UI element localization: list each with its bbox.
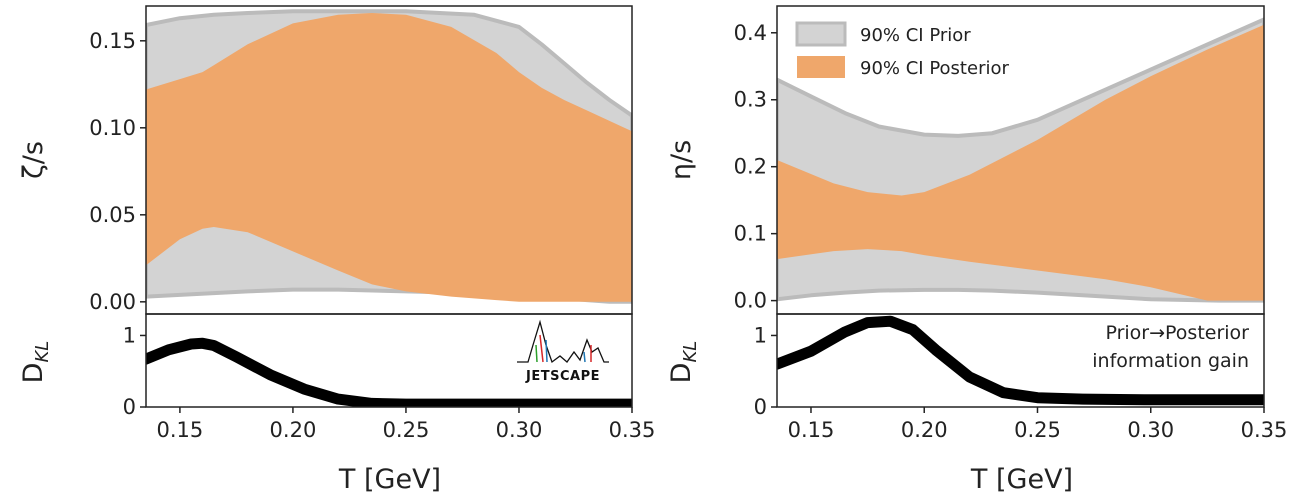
logo-red-line <box>539 334 544 363</box>
plot-area-right-top <box>777 17 1264 303</box>
jetscape-logo: JETSCAPE <box>517 319 609 384</box>
ytick-label-right-top: 0.1 <box>734 222 767 246</box>
frame-left-bottom <box>145 313 633 408</box>
xtick-label-right-bottom: 0.15 <box>788 418 835 442</box>
ytick-label-left-bottom: 0 <box>123 395 136 419</box>
logo-blue-line <box>545 339 548 363</box>
plot-area-right-bottom <box>777 315 1264 406</box>
legend: 90% CI Prior 90% CI Posterior <box>795 21 1009 79</box>
right-ylabel-dkl: DKL <box>666 341 701 384</box>
dkl-line-left-bottom <box>146 337 632 407</box>
ytick-label-right-bottom: 0 <box>754 395 767 419</box>
ytick-label-left-top: 0.05 <box>89 203 136 227</box>
left-ylabel-zeta: ζ/s <box>18 141 49 179</box>
posterior-band-right-top <box>777 24 1264 301</box>
xtick-label-left-bottom: 0.35 <box>609 418 656 442</box>
xtick-label-right-bottom: 0.30 <box>1127 418 1174 442</box>
ytick-label-right-top: 0.4 <box>734 21 767 45</box>
right-xlabel: T [GeV] <box>970 464 1073 495</box>
xtick-label-right-bottom: 0.25 <box>1014 418 1061 442</box>
legend-posterior-label: 90% CI Posterior <box>860 58 1009 79</box>
xtick-label-left-bottom: 0.15 <box>157 418 204 442</box>
xtick-label-left-bottom: 0.25 <box>383 418 430 442</box>
left-ylabel-dkl: DKL <box>18 341 53 384</box>
xtick-label-left-bottom: 0.30 <box>496 418 543 442</box>
xtick-label-right-bottom: 0.20 <box>901 418 948 442</box>
ytick-label-right-top: 0.2 <box>734 155 767 179</box>
logo-green-line <box>535 344 538 363</box>
info-gain-annotation-line2: information gain <box>1092 350 1249 372</box>
legend-prior-swatch <box>795 21 847 47</box>
right-ylabel-eta: η/s <box>666 140 697 180</box>
ytick-label-left-top: 0.00 <box>89 290 136 314</box>
left-xlabel: T [GeV] <box>338 464 441 495</box>
xtick-label-right-bottom: 0.35 <box>1241 418 1288 442</box>
ytick-label-right-top: 0.0 <box>734 289 767 313</box>
logo-blue-line-2 <box>583 351 586 363</box>
ytick-label-right-bottom: 1 <box>754 323 767 347</box>
plot-area-left-bottom <box>146 337 632 407</box>
dkl-line-right-bottom <box>777 315 1264 406</box>
info-gain-annotation-line1: Prior→Posterior <box>1105 322 1249 344</box>
logo-jet-trace <box>517 319 609 364</box>
legend-prior-label: 90% CI Prior <box>860 25 971 46</box>
legend-posterior-swatch <box>797 56 845 78</box>
ytick-label-left-bottom: 1 <box>123 323 136 347</box>
xtick-label-left-bottom: 0.20 <box>270 418 317 442</box>
frame-right-bottom <box>776 313 1265 408</box>
logo-text: JETSCAPE <box>525 369 600 384</box>
ytick-label-left-top: 0.10 <box>89 116 136 140</box>
plot-area-left-top <box>146 9 632 304</box>
ytick-label-right-top: 0.3 <box>734 88 767 112</box>
ytick-label-left-top: 0.15 <box>89 29 136 53</box>
posterior-band-left-top <box>146 13 632 302</box>
